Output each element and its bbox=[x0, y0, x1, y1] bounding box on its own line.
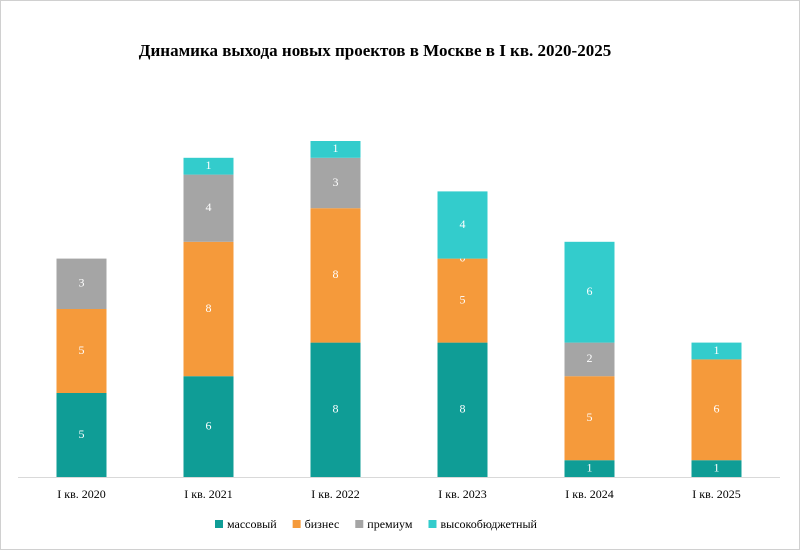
bar-segment bbox=[183, 174, 234, 242]
data-label: 2 bbox=[587, 351, 593, 365]
bar-segment bbox=[564, 342, 615, 377]
data-label: 4 bbox=[206, 200, 212, 214]
bar-segment bbox=[56, 258, 107, 309]
bar-segment bbox=[564, 376, 615, 461]
data-label: 3 bbox=[79, 276, 85, 290]
bar-segment bbox=[564, 460, 615, 477]
legend-swatch bbox=[215, 520, 223, 528]
data-label: 6 bbox=[206, 418, 212, 432]
x-tick-label: I кв. 2020 bbox=[57, 487, 106, 501]
data-label: 5 bbox=[79, 427, 85, 441]
data-label: 5 bbox=[460, 292, 466, 306]
data-label: 5 bbox=[79, 343, 85, 357]
bar-segment bbox=[437, 342, 488, 477]
bar-segment bbox=[310, 208, 361, 343]
x-tick-label: I кв. 2025 bbox=[692, 487, 741, 501]
bar-segment bbox=[437, 191, 488, 259]
legend-label: массовый bbox=[227, 517, 277, 531]
data-label: 4 bbox=[460, 217, 466, 231]
data-label: 1 bbox=[206, 158, 212, 172]
bar-segment bbox=[183, 376, 234, 477]
legend-swatch bbox=[428, 520, 437, 528]
data-label: 1 bbox=[333, 141, 339, 155]
bar-segment bbox=[310, 342, 361, 477]
data-label: 3 bbox=[333, 175, 339, 189]
legend-swatch bbox=[292, 520, 301, 528]
bar-segment bbox=[691, 460, 742, 477]
x-tick-label: I кв. 2021 bbox=[184, 487, 233, 501]
bar-segment bbox=[310, 141, 361, 158]
data-label: 1 bbox=[587, 460, 593, 474]
legend-label: бизнес bbox=[305, 517, 340, 531]
x-tick-label: I кв. 2024 bbox=[565, 487, 614, 501]
data-label: 1 bbox=[714, 460, 720, 474]
bar-segment bbox=[56, 309, 107, 393]
bar-segment bbox=[183, 157, 234, 175]
x-tick-label: I кв. 2022 bbox=[311, 487, 360, 501]
legend-label: премиум bbox=[367, 517, 413, 531]
bar-segment bbox=[691, 342, 742, 360]
data-label: 1 bbox=[714, 343, 720, 357]
chart-title: Динамика выхода новых проектов в Москве … bbox=[139, 41, 611, 60]
bar-segment bbox=[691, 359, 742, 461]
data-label: 8 bbox=[333, 267, 339, 281]
legend-label: высокобюджетный bbox=[440, 517, 537, 531]
data-label: 6 bbox=[714, 402, 720, 416]
data-label: 8 bbox=[333, 402, 339, 416]
legend-swatch bbox=[355, 520, 364, 528]
data-label: 6 bbox=[587, 284, 593, 298]
bar-segment bbox=[564, 241, 615, 343]
data-label: 8 bbox=[206, 301, 212, 315]
bar-segment bbox=[183, 241, 234, 377]
bar-segment bbox=[437, 258, 488, 343]
bar-segment bbox=[56, 393, 107, 477]
x-tick-label: I кв. 2023 bbox=[438, 487, 487, 501]
bar-segment bbox=[310, 157, 361, 209]
data-label: 5 bbox=[587, 410, 593, 424]
data-label: 8 bbox=[460, 402, 466, 416]
